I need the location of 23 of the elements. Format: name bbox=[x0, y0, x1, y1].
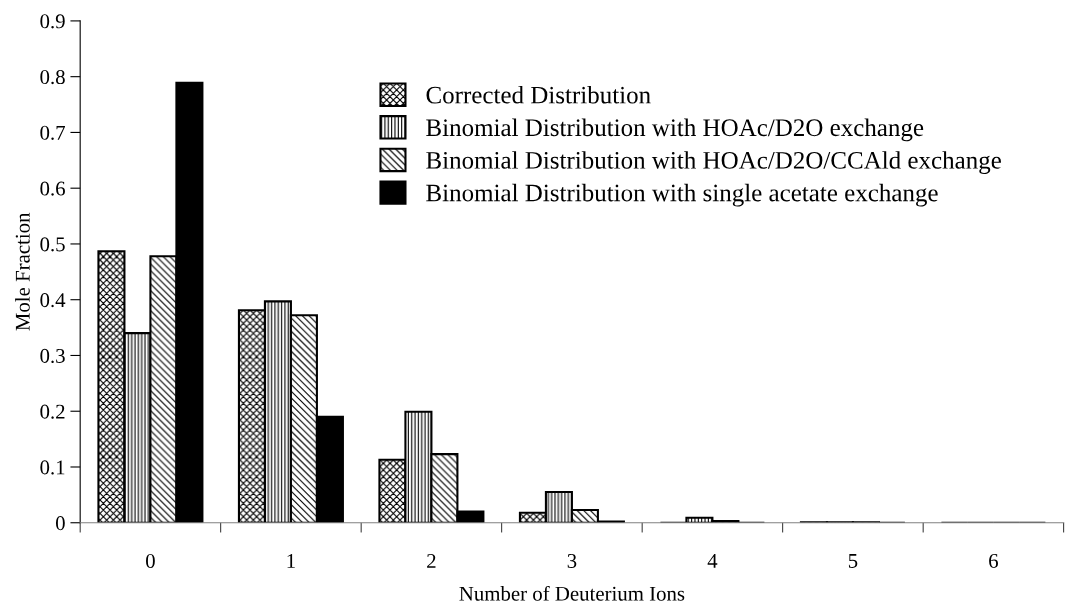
y-axis-title: Mole Fraction bbox=[15, 212, 30, 331]
y-tick-label: 0.8 bbox=[40, 70, 65, 85]
y-tick-label: 0.9 bbox=[40, 14, 65, 29]
x-axis-title: Number of Deuterium Ions bbox=[459, 585, 685, 601]
y-tick-label: 0.7 bbox=[40, 125, 65, 140]
legend-label: Corrected Distribution bbox=[426, 85, 651, 104]
y-tick-label: 0.6 bbox=[40, 181, 65, 196]
legend-label: Binomial Distribution with single acetate exchange bbox=[426, 183, 938, 207]
y-tick-label: 0 bbox=[55, 516, 65, 531]
y-tick-label: 0.2 bbox=[40, 404, 65, 419]
x-tick-label: 4 bbox=[707, 554, 718, 568]
x-tick-label: 5 bbox=[848, 554, 858, 568]
x-tick-label: 6 bbox=[989, 553, 998, 568]
y-tick-label: 0.1 bbox=[40, 460, 65, 475]
legend-label: Binomial Distribution with HOAc/D2O exchange bbox=[426, 118, 924, 142]
legend-label: Binomial Distribution with HOAc/D2O/CCAld exchange bbox=[426, 151, 1001, 174]
y-tick-label: 0.4 bbox=[40, 293, 66, 308]
y-tick-label: 0.3 bbox=[40, 348, 65, 363]
x-tick-label: 1 bbox=[287, 554, 295, 568]
x-tick-label: 3 bbox=[567, 553, 577, 568]
x-tick-label: 0 bbox=[146, 553, 155, 568]
x-tick-label: 2 bbox=[427, 553, 436, 568]
y-tick-label: 0.5 bbox=[40, 237, 65, 252]
